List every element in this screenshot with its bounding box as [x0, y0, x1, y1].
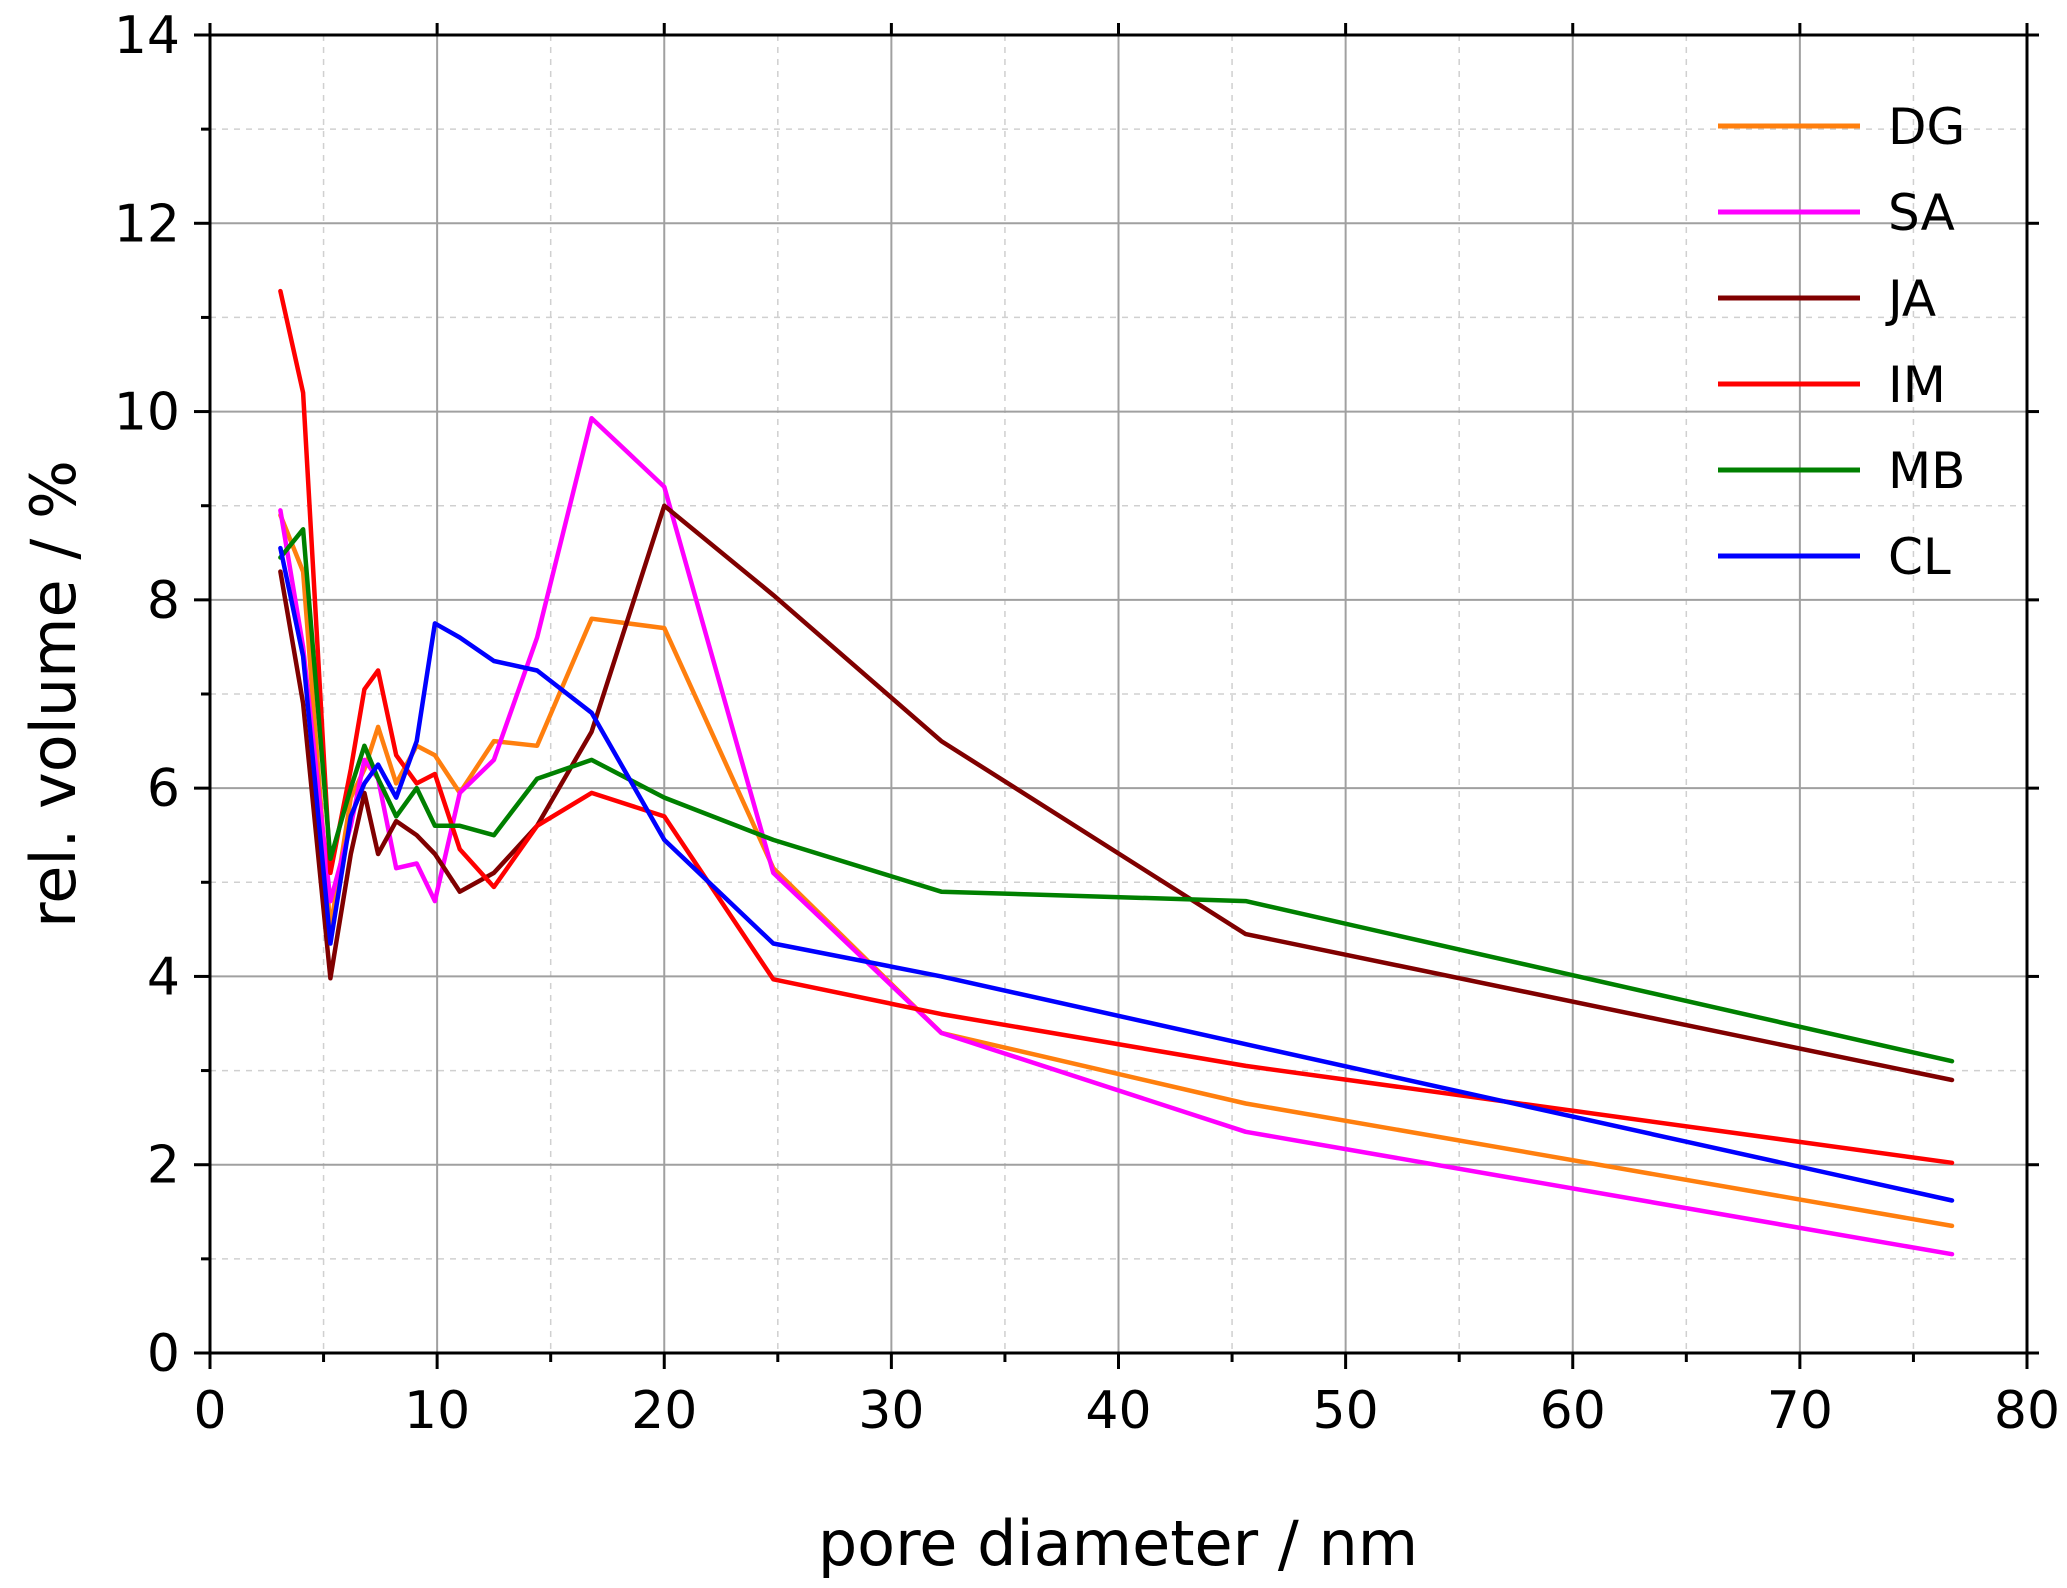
legend-label-dg: DG — [1888, 98, 1965, 156]
x-tick-label: 80 — [1994, 1381, 2060, 1441]
legend-label-sa: SA — [1888, 184, 1955, 242]
series-line-mb — [278, 527, 1955, 1064]
series-line-im — [278, 288, 1955, 1166]
y-tick-label: 10 — [114, 383, 180, 443]
x-axis-title: pore diameter / nm — [818, 1507, 1418, 1580]
y-axis-title: rel. volume / % — [17, 460, 90, 928]
y-tick-label: 12 — [114, 194, 180, 254]
x-tick-label: 30 — [858, 1381, 924, 1441]
grid — [210, 35, 2027, 1353]
series-line-dg — [278, 512, 1955, 1229]
series-line-ja — [278, 503, 1955, 1083]
y-tick-label: 8 — [147, 571, 180, 631]
legend-label-mb: MB — [1888, 442, 1965, 500]
x-tick-label: 20 — [631, 1381, 697, 1441]
legend-label-im: IM — [1888, 356, 1946, 414]
y-tick-label: 4 — [147, 947, 180, 1007]
series-line-cl — [278, 545, 1955, 1203]
legend: DG SA JA IM MB CL — [1718, 98, 1965, 586]
y-tick-label: 6 — [147, 759, 180, 819]
y-tick-label: 14 — [114, 6, 180, 66]
x-tick-label: 0 — [193, 1381, 226, 1441]
x-tick-label: 60 — [1540, 1381, 1606, 1441]
x-tick-label: 50 — [1313, 1381, 1379, 1441]
y-tick-label: 0 — [147, 1324, 180, 1384]
x-tick-label: 40 — [1085, 1381, 1151, 1441]
x-tick-label: 70 — [1767, 1381, 1833, 1441]
x-tick-label: 10 — [404, 1381, 470, 1441]
legend-label-cl: CL — [1888, 528, 1951, 586]
y-tick-label: 2 — [147, 1136, 180, 1196]
series-lines — [278, 288, 1955, 1257]
axes: 0 10 20 30 40 50 60 70 80 0 2 4 6 8 10 12 14 — [114, 6, 2060, 1441]
legend-label-ja: JA — [1885, 270, 1936, 328]
